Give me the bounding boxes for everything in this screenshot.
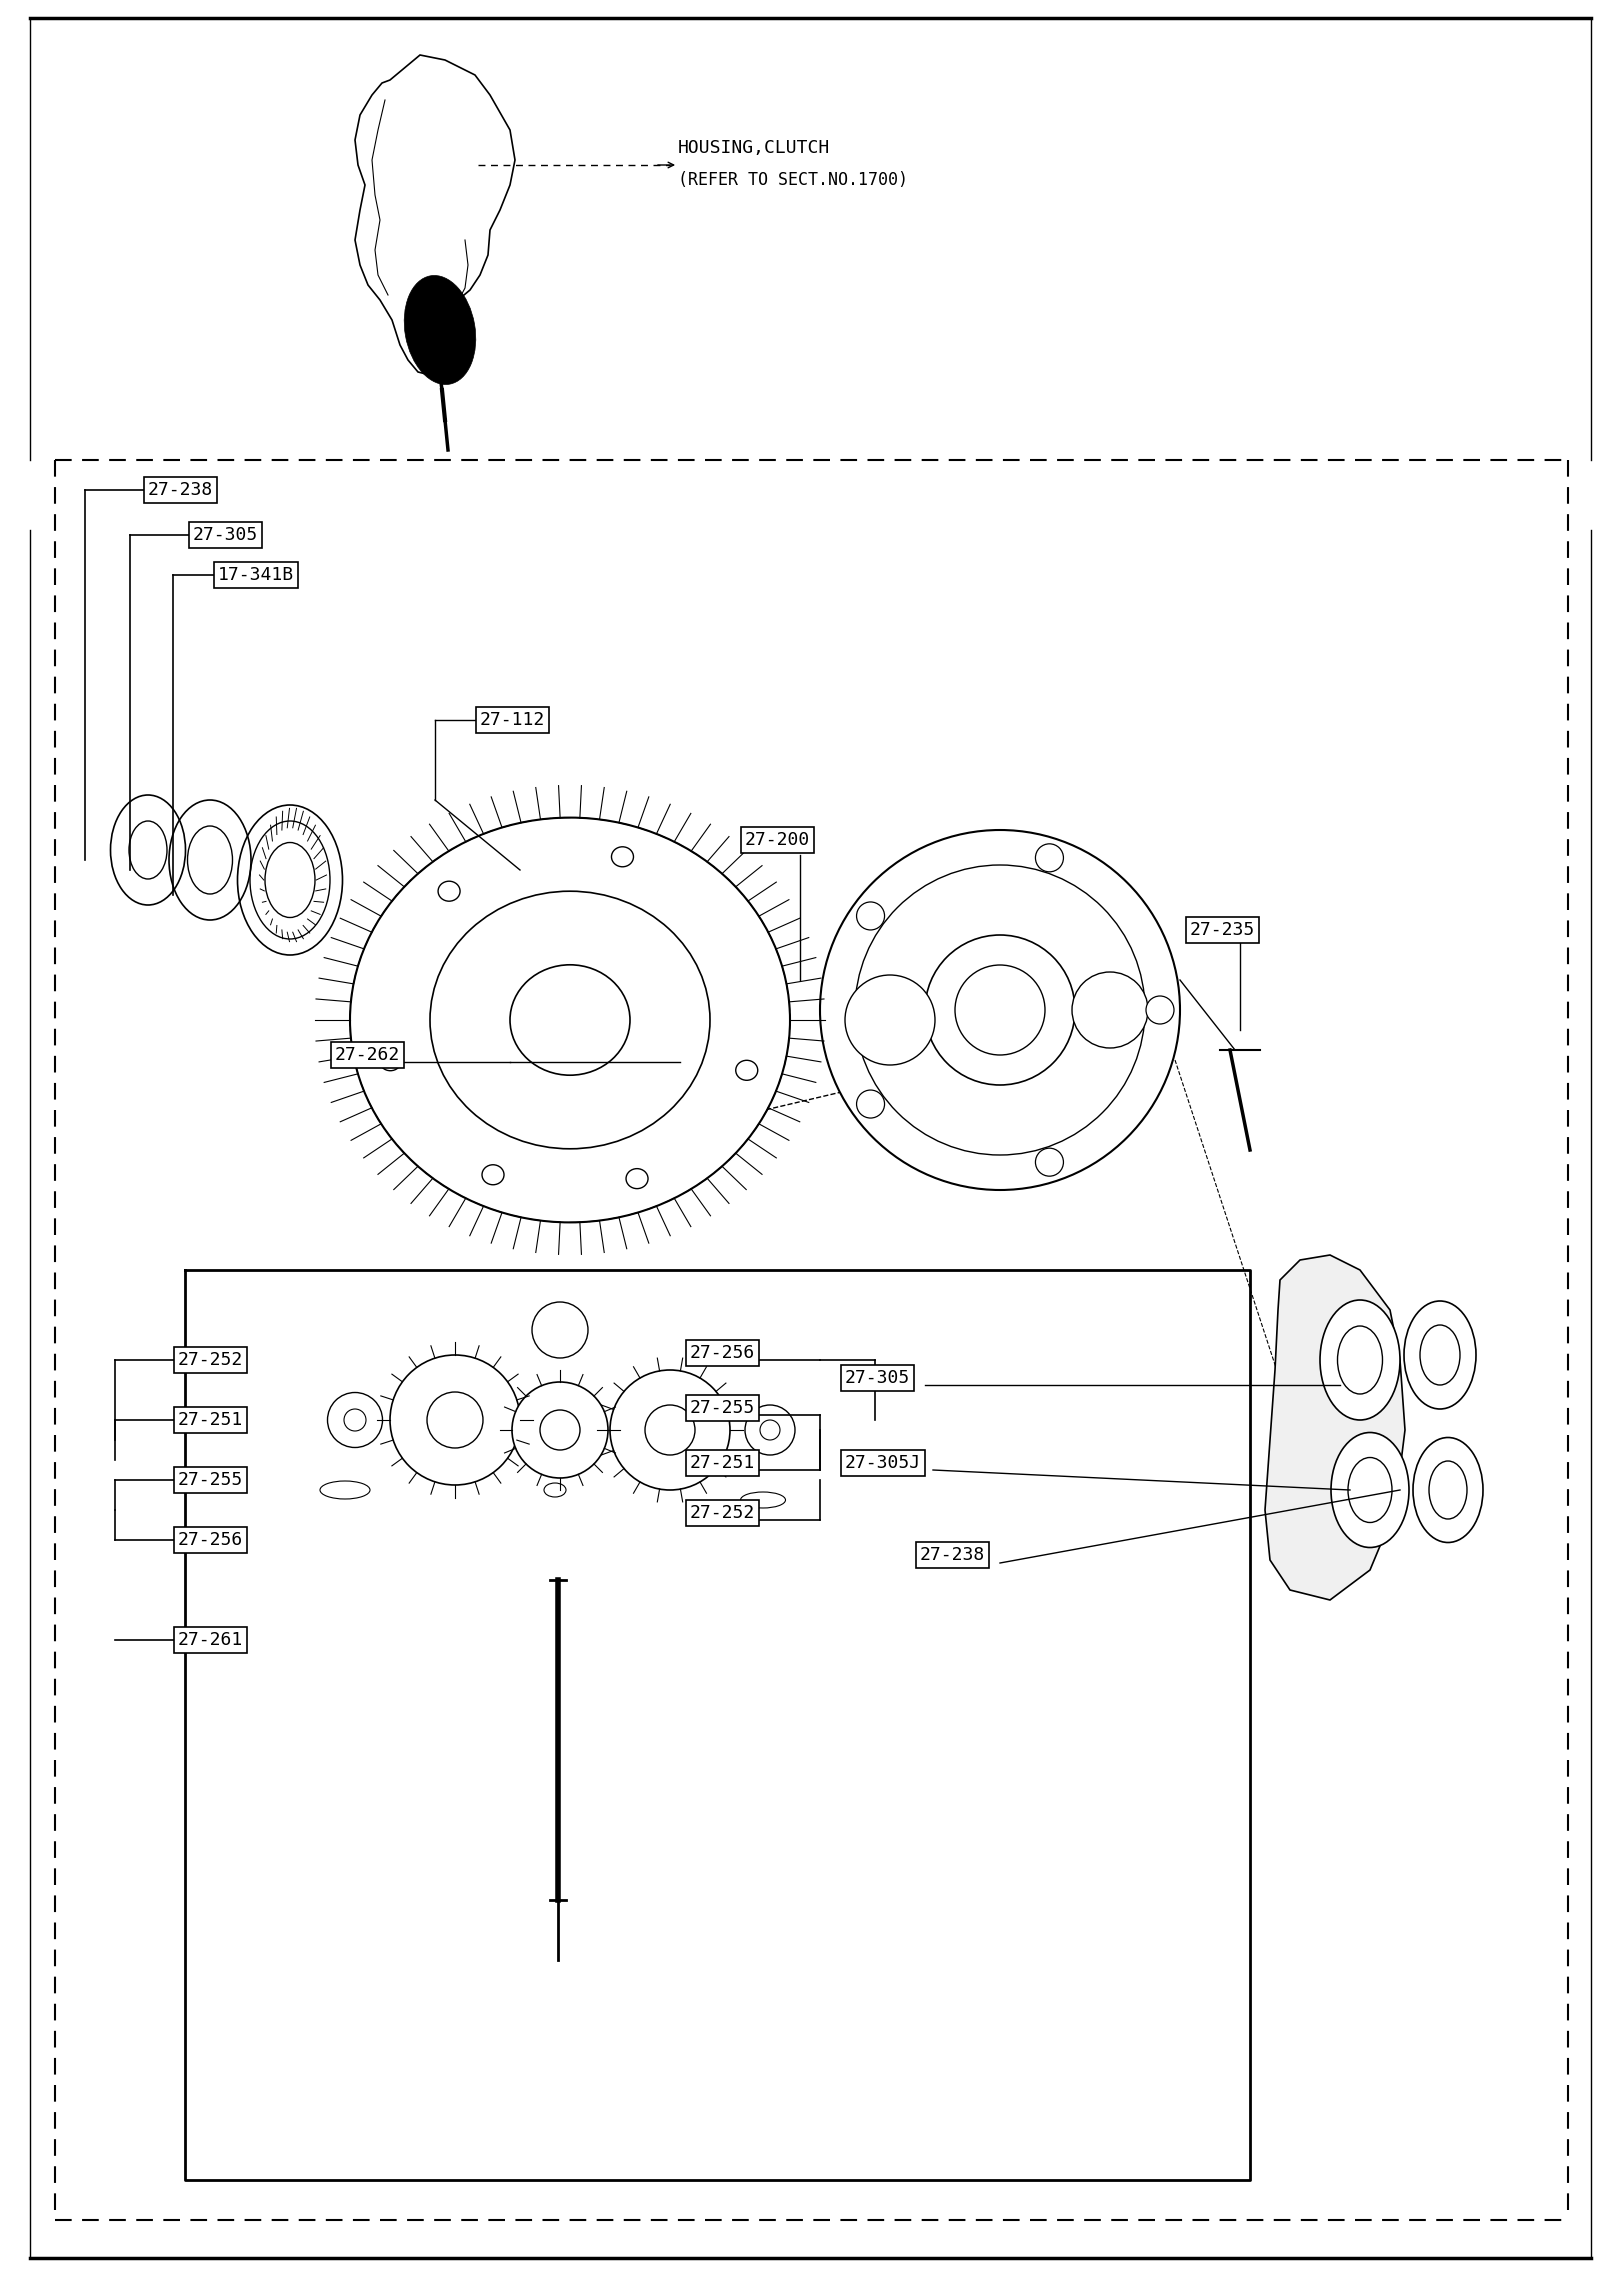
Ellipse shape [1337,1325,1383,1394]
Text: 27-251: 27-251 [178,1412,243,1430]
Ellipse shape [611,847,634,868]
Text: 27-238: 27-238 [148,480,214,499]
Circle shape [532,1302,588,1357]
Circle shape [645,1405,695,1455]
Text: 27-255: 27-255 [178,1471,243,1489]
Ellipse shape [1349,1457,1392,1523]
Ellipse shape [1430,1462,1467,1519]
Ellipse shape [1414,1437,1483,1542]
Text: 17-341B: 17-341B [217,567,293,583]
Circle shape [856,1091,885,1118]
Text: 27-252: 27-252 [178,1350,243,1368]
Ellipse shape [736,1061,757,1079]
Text: HOUSING,CLUTCH: HOUSING,CLUTCH [678,139,830,157]
Text: 27-262: 27-262 [336,1045,400,1063]
Circle shape [609,1371,729,1489]
Text: 27-200: 27-200 [746,831,810,849]
Ellipse shape [379,1050,402,1070]
Ellipse shape [438,881,460,902]
Circle shape [540,1409,580,1450]
Ellipse shape [545,1482,566,1496]
Ellipse shape [760,1421,780,1439]
Text: 27-256: 27-256 [178,1530,243,1548]
Circle shape [1036,845,1063,872]
Circle shape [926,936,1075,1086]
Ellipse shape [1319,1300,1401,1421]
Circle shape [512,1382,608,1478]
Ellipse shape [344,1409,366,1430]
Polygon shape [1264,1255,1405,1601]
Circle shape [854,865,1144,1154]
Text: 27-235: 27-235 [1190,920,1255,938]
Circle shape [856,902,885,929]
Ellipse shape [1420,1325,1461,1384]
Text: 27-238: 27-238 [921,1546,986,1564]
Text: 27-261: 27-261 [178,1630,243,1649]
Ellipse shape [350,817,789,1223]
Circle shape [820,831,1180,1191]
Ellipse shape [327,1394,383,1448]
Text: 27-305: 27-305 [845,1368,911,1387]
Text: (REFER TO SECT.NO.1700): (REFER TO SECT.NO.1700) [678,171,908,189]
Text: 27-305J: 27-305J [845,1455,921,1471]
Circle shape [1071,972,1148,1047]
Ellipse shape [319,1480,370,1498]
Circle shape [1036,1148,1063,1177]
Text: 27-255: 27-255 [691,1398,755,1416]
Ellipse shape [1331,1432,1409,1548]
Ellipse shape [1404,1300,1477,1409]
Text: 27-251: 27-251 [691,1455,755,1471]
Ellipse shape [430,890,710,1150]
Ellipse shape [511,965,631,1075]
Ellipse shape [746,1405,794,1455]
Ellipse shape [481,1166,504,1184]
Circle shape [391,1355,520,1485]
Text: 27-252: 27-252 [691,1505,755,1521]
Circle shape [845,975,935,1066]
Ellipse shape [741,1491,786,1507]
Ellipse shape [626,1168,648,1189]
Text: 27-305: 27-305 [193,526,258,544]
Circle shape [1146,995,1174,1025]
Text: 27-256: 27-256 [691,1343,755,1362]
Text: 27-112: 27-112 [480,710,545,729]
Ellipse shape [404,276,477,385]
Circle shape [426,1391,483,1448]
Circle shape [955,965,1046,1054]
